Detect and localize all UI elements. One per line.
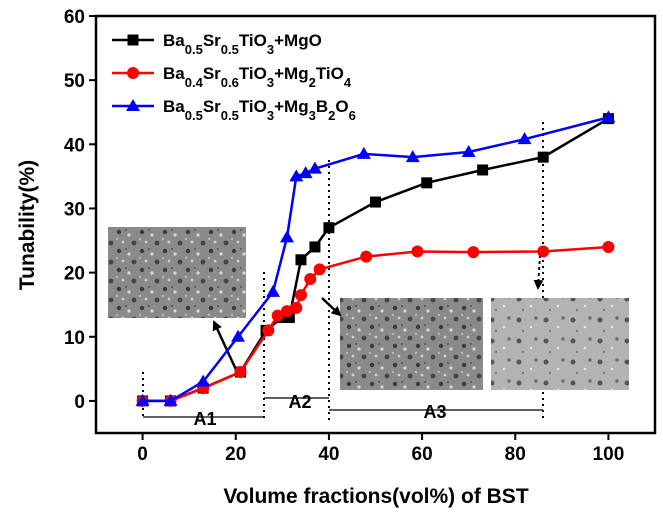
marker bbox=[262, 324, 275, 337]
micrograph bbox=[340, 298, 483, 390]
legend-label: Ba0.5Sr0.5TiO3+Mg3B2O6 bbox=[163, 97, 356, 123]
marker bbox=[196, 374, 211, 387]
annotation: A2 bbox=[288, 392, 311, 412]
y-axis-title: Tunability(%) bbox=[16, 160, 39, 290]
arrow bbox=[533, 254, 544, 290]
marker bbox=[283, 312, 295, 324]
marker bbox=[537, 245, 550, 258]
marker bbox=[304, 273, 317, 286]
marker bbox=[601, 110, 616, 123]
legend-marker bbox=[126, 99, 140, 111]
marker bbox=[411, 245, 424, 258]
marker bbox=[360, 250, 373, 263]
marker bbox=[517, 132, 532, 145]
legend-label: Ba0.5Sr0.5TiO3+MgO bbox=[163, 31, 322, 57]
marker bbox=[467, 246, 480, 259]
x-tick-label: 80 bbox=[505, 444, 526, 465]
marker bbox=[356, 146, 371, 159]
x-tick-label: 60 bbox=[412, 444, 433, 465]
micrograph bbox=[108, 227, 246, 318]
decorations: A1 A2 A3 bbox=[108, 122, 629, 429]
x-tick-label: 40 bbox=[318, 444, 339, 465]
marker bbox=[289, 169, 304, 182]
marker bbox=[421, 177, 433, 189]
marker bbox=[163, 393, 178, 406]
plot-frame bbox=[94, 14, 657, 435]
marker bbox=[280, 305, 293, 318]
marker bbox=[461, 145, 476, 158]
marker bbox=[313, 263, 326, 276]
marker bbox=[135, 393, 150, 406]
marker bbox=[231, 329, 246, 342]
series-line bbox=[142, 245, 609, 403]
marker bbox=[323, 222, 335, 234]
legend: Ba0.5Sr0.5TiO3+MgO Ba0.4Sr0.6TiO3+Mg2TiO4… bbox=[112, 31, 356, 123]
annotation: A1 bbox=[193, 409, 216, 429]
x-tick-label: 20 bbox=[225, 444, 246, 465]
marker bbox=[602, 240, 615, 253]
legend-label: Ba0.4Sr0.6TiO3+Mg2TiO4 bbox=[163, 64, 352, 90]
arrow bbox=[212, 320, 240, 375]
marker bbox=[537, 151, 549, 163]
marker bbox=[294, 289, 307, 302]
marker bbox=[290, 301, 303, 314]
annotation: A3 bbox=[423, 402, 446, 422]
arrow bbox=[321, 297, 342, 317]
y-tick-label: 30 bbox=[64, 199, 85, 220]
marker bbox=[279, 230, 294, 243]
y-tick-label: 40 bbox=[64, 135, 85, 156]
marker bbox=[295, 254, 307, 266]
y-tick-label: 50 bbox=[64, 71, 85, 92]
marker bbox=[298, 166, 313, 179]
marker bbox=[266, 284, 281, 297]
y-tick-label: 60 bbox=[64, 7, 85, 28]
marker bbox=[234, 366, 247, 379]
marker bbox=[405, 150, 420, 163]
x-axis-title: Volume fractions(vol%) of BST bbox=[223, 485, 528, 508]
y-tick-label: 20 bbox=[64, 264, 85, 285]
x-tick-label: 0 bbox=[137, 444, 148, 465]
x-tick-label: 100 bbox=[593, 444, 625, 465]
y-tick-label: 0 bbox=[74, 392, 85, 413]
marker bbox=[307, 161, 322, 174]
micrograph bbox=[491, 298, 629, 390]
marker bbox=[309, 241, 321, 253]
frame-layer bbox=[94, 14, 657, 435]
marker bbox=[271, 309, 284, 322]
y-tick-label: 10 bbox=[64, 328, 85, 349]
legend-marker bbox=[127, 67, 139, 79]
marker bbox=[370, 196, 381, 208]
legend-marker bbox=[127, 34, 139, 46]
marker bbox=[477, 164, 489, 176]
